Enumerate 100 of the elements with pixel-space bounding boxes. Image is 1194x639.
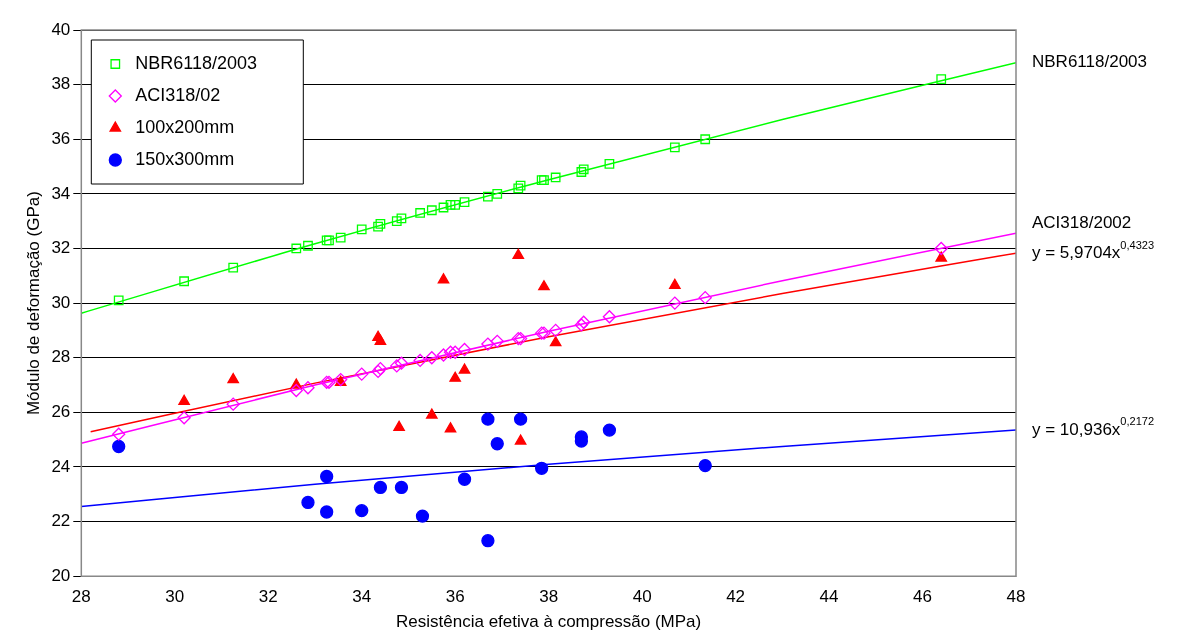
point: [490, 437, 504, 451]
point: [112, 427, 126, 441]
y-tick-label: 24: [51, 456, 71, 476]
point: [481, 534, 495, 548]
point: [668, 278, 681, 289]
point: [438, 202, 449, 213]
point: [700, 134, 711, 145]
point: [490, 334, 504, 348]
point: [936, 74, 947, 85]
point: [698, 458, 712, 473]
point: [177, 411, 191, 425]
point: [445, 199, 456, 210]
point: [513, 412, 528, 426]
y-tick-label: 30: [51, 292, 71, 312]
point: [113, 295, 124, 306]
point: [228, 262, 239, 273]
legend-label: 150x300mm: [135, 148, 235, 169]
point: [934, 241, 948, 256]
point: [481, 337, 495, 351]
point: [698, 290, 712, 305]
y-tick-label: 36: [51, 128, 71, 148]
point: [396, 213, 407, 224]
legend-label: 100x200mm: [135, 116, 235, 137]
point: [226, 397, 240, 411]
point: [437, 273, 450, 284]
x-tick-label: 46: [913, 587, 932, 607]
point: [459, 197, 470, 207]
point: [320, 505, 334, 519]
point: [425, 351, 439, 365]
point: [415, 208, 426, 218]
point: [436, 348, 451, 362]
point: [356, 224, 367, 235]
point: [449, 371, 462, 382]
point: [335, 232, 346, 243]
point: [394, 356, 409, 370]
point: [935, 251, 948, 262]
point: [458, 363, 471, 374]
y-tick-label: 22: [51, 511, 71, 531]
point: [391, 216, 402, 227]
y-tick-label: 26: [51, 402, 71, 422]
point: [444, 422, 457, 433]
x-axis-title: Resistência efetiva à compressão (MPa): [396, 612, 702, 632]
x-tick-label: 36: [445, 587, 465, 607]
point: [604, 158, 615, 169]
point: [602, 423, 617, 437]
legend-label: ACI318/02: [135, 84, 221, 105]
point: [178, 394, 190, 406]
point: [669, 142, 680, 153]
point: [320, 469, 334, 484]
point: [481, 412, 495, 426]
y-tick-label: 34: [51, 183, 71, 203]
point: [374, 334, 387, 345]
point: [549, 336, 562, 347]
point: [450, 199, 461, 210]
x-tick-label: 32: [258, 587, 278, 607]
x-tick-label: 34: [352, 587, 372, 607]
point: [373, 480, 388, 495]
x-tick-label: 48: [1006, 587, 1026, 607]
point: [534, 461, 549, 475]
point: [549, 323, 563, 338]
point: [443, 345, 458, 359]
y-tick-label: 28: [51, 347, 71, 367]
point: [291, 243, 302, 254]
point: [394, 480, 409, 495]
point: [457, 342, 472, 357]
x-tick-label: 28: [71, 587, 91, 607]
point: [413, 353, 427, 368]
y-axis-title: Módulo de deformação (GPa): [23, 191, 43, 416]
point: [602, 310, 617, 324]
x-tick-label: 42: [726, 587, 746, 607]
text: NBR6118/2003: [1032, 52, 1147, 72]
point: [538, 280, 550, 291]
x-tick-label: 44: [819, 587, 839, 607]
point: [492, 188, 503, 199]
point: [415, 509, 430, 523]
point: [112, 439, 126, 454]
x-tick-label: 40: [632, 587, 652, 607]
point: [425, 408, 438, 419]
point: [303, 240, 313, 251]
point: [393, 420, 405, 432]
y-tick-label: 32: [51, 238, 71, 258]
point: [355, 367, 369, 381]
point: [426, 205, 437, 216]
point: [179, 276, 190, 287]
point: [289, 383, 303, 398]
legend-label: NBR6118/2003: [135, 52, 258, 73]
point: [227, 372, 240, 384]
line-series: [89, 252, 1016, 433]
x-tick-label: 30: [165, 587, 185, 607]
point: [514, 434, 527, 445]
point: [301, 381, 315, 395]
y-tick-label: 20: [51, 565, 71, 585]
x-tick-label: 38: [539, 587, 559, 607]
y-tick-label: 38: [51, 74, 71, 94]
point: [355, 504, 369, 518]
point: [550, 172, 561, 183]
text: ACI318/2002: [1032, 212, 1132, 232]
point: [390, 359, 404, 373]
point: [483, 191, 493, 202]
y-tick-label: 40: [51, 19, 71, 39]
